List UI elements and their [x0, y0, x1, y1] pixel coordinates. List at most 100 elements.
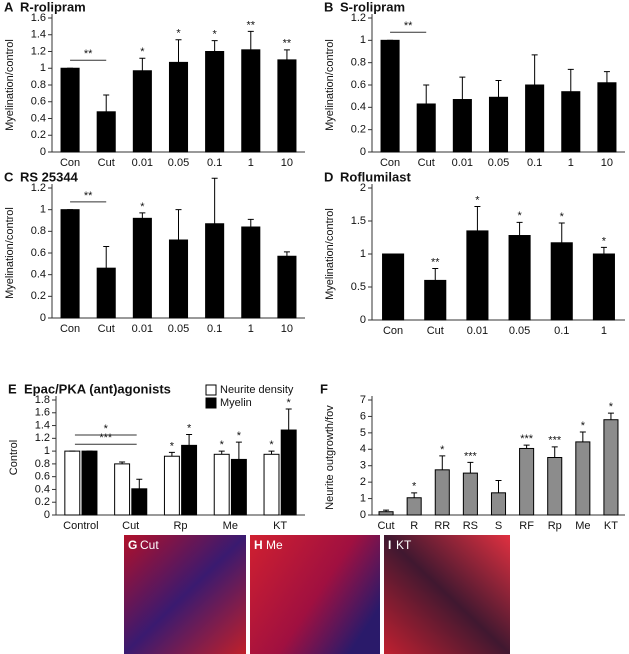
error-bar: [139, 57, 146, 71]
error-bar: [523, 444, 530, 449]
bracket-label: **: [84, 48, 93, 60]
error-bar: [411, 492, 418, 498]
significance: *: [237, 430, 242, 442]
legend-label: Neurite density: [220, 384, 294, 396]
bar: [241, 49, 261, 153]
x-tick-label: KT: [273, 520, 287, 532]
x-tick-label: 0.01: [452, 157, 473, 169]
legend-label: Myelin: [220, 397, 252, 409]
x-tick-label: 1: [568, 157, 574, 169]
significance: *: [287, 397, 292, 409]
y-tick-label: 1.4: [35, 419, 50, 431]
y-tick-label: 1.8: [35, 394, 50, 406]
bar: [60, 67, 80, 153]
bar: [488, 96, 509, 153]
bar: [592, 253, 615, 321]
significance: ***: [520, 433, 534, 445]
x-tick-label: RF: [519, 520, 534, 532]
y-tick-label: 0: [44, 509, 50, 521]
image-label: Cut: [140, 538, 159, 552]
bar: [205, 223, 225, 319]
y-axis-label: Myelination/control: [324, 39, 336, 131]
bar: [508, 235, 531, 321]
x-tick-label: 0.05: [168, 323, 189, 335]
x-tick-label: Cut: [98, 157, 115, 169]
x-tick-label: Cut: [122, 520, 139, 532]
error-bar: [423, 84, 430, 104]
significance: *: [140, 201, 145, 213]
x-tick-label: 0.1: [207, 157, 222, 169]
error-bar: [474, 205, 481, 231]
bar: [168, 61, 189, 153]
y-tick-label: 1: [360, 34, 366, 46]
significance: *: [581, 420, 586, 432]
significance: **: [431, 256, 440, 268]
image-label: KT: [396, 538, 412, 552]
error-bar: [467, 461, 474, 474]
y-tick-label: 1: [40, 62, 46, 74]
bar: [519, 447, 535, 516]
x-tick-label: RR: [434, 520, 450, 532]
error-bar: [211, 40, 218, 52]
y-tick-label: 1: [360, 492, 366, 504]
y-tick-label: 0.2: [31, 129, 46, 141]
y-tick-label: 1.6: [35, 407, 50, 419]
x-tick-label: R: [410, 520, 418, 532]
y-tick-label: 2: [360, 476, 366, 488]
bar: [597, 82, 617, 153]
bar: [406, 497, 422, 516]
bar: [490, 492, 507, 516]
error-bar: [168, 451, 175, 457]
x-tick-label: 0.1: [527, 157, 542, 169]
significance: *: [140, 46, 145, 58]
x-tick-label: KT: [604, 520, 618, 532]
bar: [81, 450, 98, 516]
error-bar: [495, 480, 502, 493]
bar: [603, 419, 619, 516]
y-tick-label: 4: [360, 443, 366, 455]
y-axis-label: Myelination/control: [324, 208, 336, 300]
error-bar: [136, 478, 143, 489]
y-tick-label: 0: [360, 146, 366, 158]
y-tick-label: 1.2: [31, 45, 46, 57]
error-bar: [103, 246, 110, 269]
bar: [263, 453, 280, 516]
significance: *: [440, 444, 445, 456]
bar: [168, 239, 189, 319]
x-tick-label: 10: [281, 323, 293, 335]
x-tick-label: 0.05: [509, 325, 530, 337]
x-tick-label: Con: [60, 157, 80, 169]
error-bar: [218, 450, 225, 455]
x-tick-label: Rp: [173, 520, 187, 532]
y-tick-label: 0.6: [31, 247, 46, 259]
error-bar: [439, 455, 446, 470]
bar: [416, 103, 436, 153]
x-tick-label: 1: [248, 323, 254, 335]
error-bar: [600, 246, 607, 254]
significance: *: [517, 210, 522, 222]
y-tick-label: 7: [360, 394, 366, 406]
error-bar: [247, 218, 254, 227]
bar: [434, 469, 450, 516]
x-tick-label: Me: [223, 520, 238, 532]
y-tick-label: 1.2: [351, 12, 366, 24]
chart-title: Epac/PKA (ant)agonists: [24, 381, 171, 396]
significance: *: [609, 401, 614, 413]
bar: [96, 267, 116, 319]
significance: *: [187, 422, 192, 434]
significance: *: [602, 235, 607, 247]
error-bar: [139, 212, 146, 219]
x-tick-label: Con: [383, 325, 403, 337]
bar: [378, 511, 394, 516]
y-tick-label: 6: [360, 410, 366, 422]
x-tick-label: Cut: [98, 323, 115, 335]
y-tick-label: 1.4: [31, 29, 46, 41]
bar: [114, 463, 131, 516]
y-tick-label: 0.4: [351, 101, 366, 113]
y-axis-label: Neurite outgrowth/fov: [324, 405, 336, 510]
bar: [213, 453, 230, 516]
x-tick-label: 10: [281, 157, 293, 169]
panel-letter: A: [4, 0, 14, 14]
y-tick-label: 0.8: [351, 57, 366, 69]
y-tick-label: 0.4: [35, 483, 50, 495]
